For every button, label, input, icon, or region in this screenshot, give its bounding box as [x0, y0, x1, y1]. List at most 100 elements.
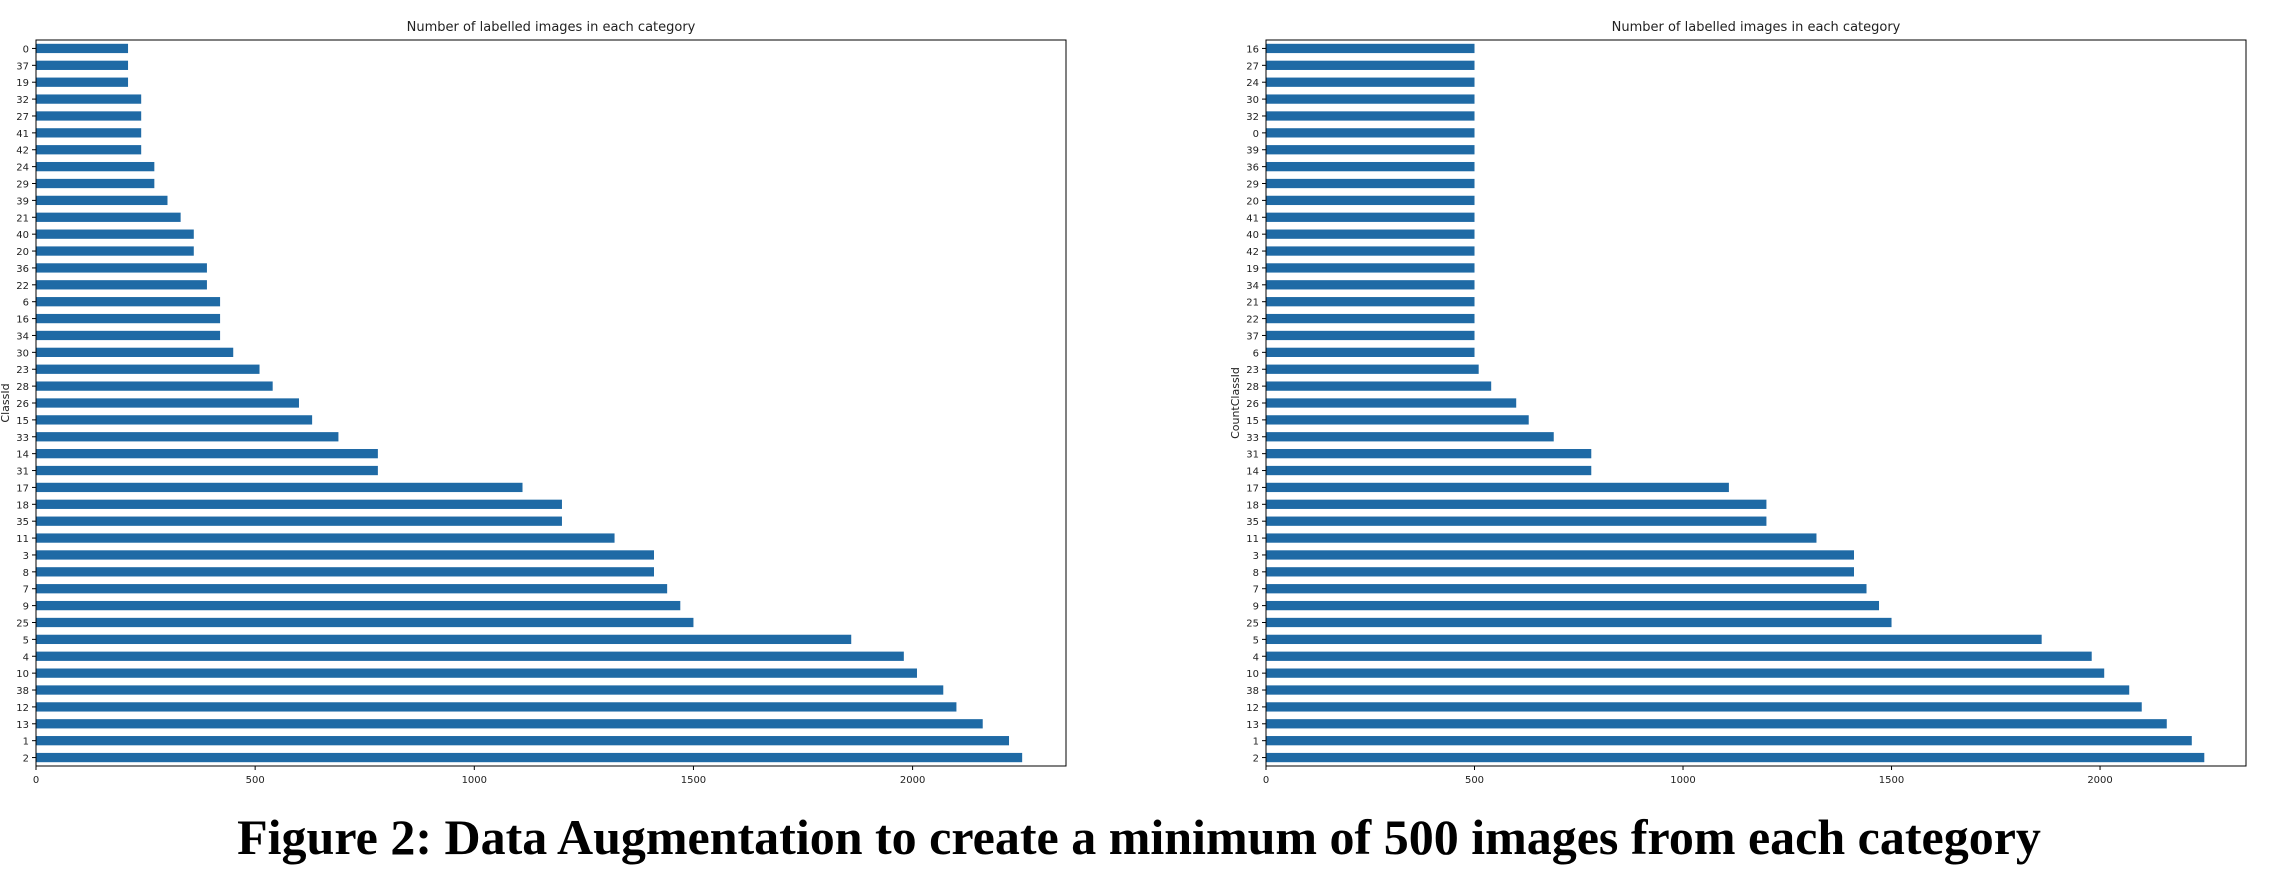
y-tick-label: 17 — [16, 483, 29, 494]
y-tick-label: 27 — [16, 112, 29, 123]
bar — [1266, 432, 1554, 442]
y-tick-label: 20 — [16, 247, 29, 258]
y-tick-label: 40 — [1246, 230, 1259, 241]
bar — [1266, 263, 1475, 273]
y-tick-label: 10 — [1246, 669, 1259, 680]
y-tick-label: 7 — [23, 585, 29, 596]
y-tick-label: 19 — [1246, 264, 1259, 275]
y-tick-label: 21 — [1246, 298, 1259, 309]
y-axis-label: CountClassId — [1229, 367, 1242, 439]
plot-frame — [35, 39, 1067, 767]
bar — [1266, 617, 1892, 628]
y-tick-label: 30 — [1246, 95, 1259, 106]
y-tick-label: 25 — [16, 618, 29, 629]
bar — [1266, 178, 1475, 189]
y-tick-label: 0 — [1253, 129, 1259, 140]
y-tick-label: 42 — [16, 146, 29, 157]
y-tick-label: 34 — [16, 331, 29, 342]
figure-caption: Figure 2: Data Augmentation to create a … — [237, 809, 2041, 865]
y-tick-label: 11 — [16, 534, 29, 545]
y-tick-label: 30 — [16, 348, 29, 359]
bar — [36, 702, 957, 712]
bar — [36, 161, 155, 172]
bar — [1266, 685, 2130, 695]
bar — [36, 280, 207, 290]
y-tick-label: 20 — [1246, 196, 1259, 207]
bar — [1266, 651, 2092, 661]
bar — [36, 499, 562, 509]
y-tick-label: 15 — [16, 416, 29, 427]
y-tick-label: 26 — [16, 399, 29, 410]
y-tick-label: 11 — [1246, 534, 1259, 545]
y-tick-label: 0 — [23, 44, 29, 55]
bar — [36, 685, 944, 695]
y-tick-label: 21 — [16, 213, 29, 224]
bar — [1266, 161, 1475, 172]
y-tick-label: 37 — [1246, 331, 1259, 342]
y-tick-label: 16 — [16, 315, 29, 326]
y-tick-label: 32 — [1246, 112, 1259, 123]
y-tick-label: 10 — [16, 669, 29, 680]
bar — [1266, 499, 1767, 509]
y-tick-label: 36 — [16, 264, 29, 275]
bar — [1266, 347, 1475, 357]
y-tick-label: 6 — [1253, 348, 1259, 359]
bar — [36, 516, 562, 526]
bar — [36, 297, 221, 307]
bar — [1266, 229, 1475, 239]
x-tick-label: 0 — [1263, 775, 1269, 786]
bar — [1266, 246, 1475, 256]
y-tick-label: 40 — [16, 230, 29, 241]
y-tick-label: 33 — [1246, 433, 1259, 444]
bar — [1266, 313, 1475, 324]
y-tick-label: 19 — [16, 78, 29, 89]
bar — [1266, 550, 1854, 560]
bar — [1266, 516, 1767, 526]
y-tick-label: 31 — [16, 467, 29, 478]
bar — [1266, 567, 1854, 577]
y-tick-label: 32 — [16, 95, 29, 106]
bar — [36, 229, 194, 239]
bar — [36, 330, 221, 341]
plot-frame — [1265, 39, 2247, 767]
y-tick-label: 35 — [1246, 517, 1259, 528]
y-tick-label: 22 — [16, 281, 29, 292]
y-tick-label: 14 — [1246, 467, 1259, 478]
bar — [36, 195, 168, 206]
bar — [1266, 634, 2042, 645]
bar — [36, 398, 299, 408]
x-tick-label: 1000 — [462, 775, 487, 786]
x-tick-label: 1500 — [1879, 775, 1904, 786]
y-tick-label: 16 — [1246, 44, 1259, 55]
x-tick-label: 2000 — [900, 775, 925, 786]
bar — [36, 77, 129, 87]
chart-left: Number of labelled images in each catego… — [0, 20, 1067, 786]
y-tick-label: 9 — [1253, 602, 1259, 613]
y-tick-label: 35 — [16, 517, 29, 528]
bar — [36, 533, 615, 543]
y-tick-label: 12 — [1246, 703, 1259, 714]
bar — [36, 313, 221, 324]
chart-title: Number of labelled images in each catego… — [407, 20, 696, 35]
y-tick-label: 2 — [1253, 754, 1259, 765]
y-tick-label: 8 — [23, 568, 29, 579]
y-tick-label: 2 — [23, 754, 29, 765]
y-tick-label: 1 — [23, 737, 29, 748]
bar — [1266, 60, 1475, 70]
y-tick-label: 25 — [1246, 618, 1259, 629]
bar — [1266, 736, 2192, 746]
y-tick-label: 29 — [1246, 180, 1259, 191]
y-tick-label: 4 — [1253, 652, 1259, 663]
y-tick-label: 4 — [23, 652, 29, 663]
y-tick-label: 38 — [1246, 686, 1259, 697]
chart-title: Number of labelled images in each catego… — [1612, 20, 1901, 35]
bar — [36, 668, 917, 678]
bar — [36, 465, 378, 476]
bar — [36, 246, 194, 256]
bar — [36, 600, 681, 611]
bar — [36, 651, 904, 661]
bar — [1266, 702, 2142, 712]
bar — [36, 381, 273, 391]
bar — [1266, 111, 1475, 121]
